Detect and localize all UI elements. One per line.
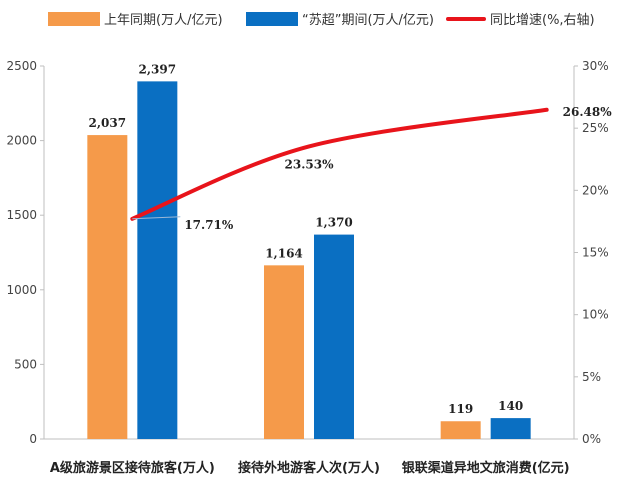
legend-label-last-year: 上年同期(万人/亿元) bbox=[104, 13, 223, 28]
right-tick-label: 25% bbox=[582, 121, 609, 135]
category-label: 银联渠道异地文旅消费(亿元) bbox=[402, 460, 570, 476]
bars bbox=[87, 81, 530, 439]
bar-value-label: 140 bbox=[498, 399, 523, 413]
bar-value-label: 2,397 bbox=[139, 62, 177, 76]
right-tick-label: 10% bbox=[582, 308, 609, 322]
bar-value-label: 119 bbox=[448, 402, 473, 416]
growth-line bbox=[132, 110, 546, 219]
legend-label-su-super: “苏超”期间(万人/亿元) bbox=[302, 12, 434, 28]
right-tick-label: 0% bbox=[582, 432, 601, 446]
legend-label-growth: 同比增速(%,右轴) bbox=[490, 13, 595, 28]
bar-su-super bbox=[314, 235, 354, 439]
right-tick-label: 30% bbox=[582, 59, 609, 73]
category-label: A级旅游景区接待旅客(万人) bbox=[50, 460, 215, 476]
bar-value-label: 2,037 bbox=[89, 116, 127, 130]
legend-swatch-last-year bbox=[48, 12, 100, 26]
bar-su-super bbox=[137, 81, 177, 439]
left-tick-label: 0 bbox=[29, 432, 37, 446]
category-label: 接待外地游客人次(万人) bbox=[238, 460, 380, 476]
right-tick-label: 20% bbox=[582, 183, 609, 197]
left-tick-label: 500 bbox=[14, 357, 37, 371]
bar-last-year bbox=[87, 135, 127, 439]
bar-value-label: 1,164 bbox=[265, 246, 303, 260]
left-tick-label: 2500 bbox=[6, 59, 37, 73]
growth-value-label: 26.48% bbox=[563, 105, 613, 119]
left-tick-label: 2000 bbox=[6, 134, 37, 148]
bar-last-year bbox=[264, 265, 304, 439]
left-tick-label: 1000 bbox=[6, 283, 37, 297]
bar-last-year bbox=[441, 421, 481, 439]
growth-value-label: 17.71% bbox=[184, 218, 234, 232]
legend-swatch-su-super bbox=[246, 12, 298, 26]
right-tick-label: 5% bbox=[582, 370, 601, 384]
right-tick-label: 15% bbox=[582, 246, 609, 260]
bar-su-super bbox=[491, 418, 531, 439]
bar-value-label: 1,370 bbox=[315, 216, 353, 230]
legend: 上年同期(万人/亿元) “苏超”期间(万人/亿元) 同比增速(%,右轴) bbox=[48, 12, 595, 28]
growth-value-label: 23.53% bbox=[285, 157, 335, 171]
left-tick-label: 1500 bbox=[6, 208, 37, 222]
growth-line-layer bbox=[132, 110, 547, 219]
